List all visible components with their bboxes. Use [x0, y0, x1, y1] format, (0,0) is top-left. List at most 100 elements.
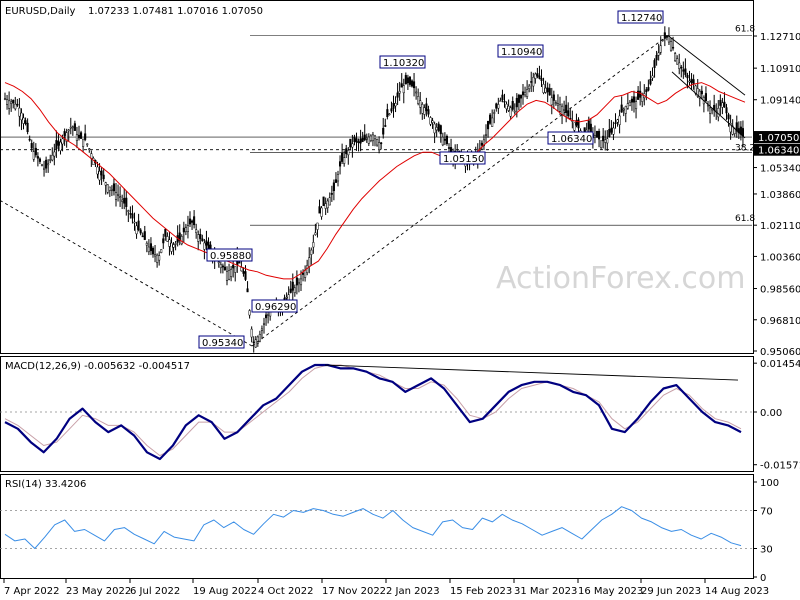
time-tick-label: 15 Feb 2023: [450, 586, 512, 597]
candle: [700, 85, 703, 100]
candle: [595, 130, 599, 138]
candle-body: [353, 136, 356, 142]
candle-body: [704, 93, 707, 102]
candle: [417, 88, 420, 106]
candle-body: [199, 234, 202, 239]
candle: [96, 161, 99, 179]
candle-body: [143, 231, 146, 240]
candle: [8, 91, 11, 115]
candle-body: [614, 122, 617, 124]
macd-lines: [4, 363, 742, 461]
candle: [626, 93, 629, 110]
candle-body: [347, 150, 350, 156]
candle: [725, 103, 728, 120]
candle-body: [600, 140, 603, 149]
candle: [371, 131, 374, 147]
candle-body: [330, 193, 333, 195]
candle: [244, 265, 247, 282]
level-label: 1.10320: [379, 55, 426, 69]
candle: [550, 87, 553, 115]
candle: [489, 113, 492, 125]
candle-body: [725, 107, 728, 114]
candle: [491, 109, 494, 127]
candle-body: [684, 68, 687, 75]
candle: [151, 246, 155, 258]
candle-body: [620, 104, 623, 113]
candle: [343, 150, 346, 167]
candle-body: [441, 136, 444, 146]
candle-body: [493, 112, 496, 114]
level-label: 0.95340: [198, 335, 245, 349]
price-axis: 1.12710 1.10910 1.09140 1.07050 1.05340 1.038…: [753, 32, 800, 358]
candle-body: [230, 268, 233, 277]
candle: [528, 83, 531, 93]
price-tag: 1.07050: [754, 131, 800, 144]
candle-body: [10, 101, 13, 104]
level-label-box: [439, 151, 486, 165]
candle-body: [639, 90, 642, 98]
candle: [65, 128, 68, 148]
candle: [571, 110, 574, 129]
candle: [359, 129, 362, 152]
candle-body: [637, 90, 640, 100]
candle-body: [332, 182, 335, 192]
candle-body: [723, 101, 726, 108]
candle: [382, 117, 385, 139]
candle-body: [182, 227, 185, 233]
candle: [55, 130, 58, 158]
candle-body: [108, 186, 111, 191]
candle-body: [672, 46, 675, 49]
candle: [166, 232, 169, 242]
candle: [246, 281, 249, 293]
candle-body: [513, 110, 516, 113]
candle: [717, 100, 720, 122]
candle-body: [36, 156, 39, 159]
candle-body: [657, 52, 660, 56]
candle-body: [363, 134, 366, 141]
candle-body: [314, 232, 317, 235]
candle: [223, 261, 226, 271]
candle-body: [583, 127, 586, 132]
candle: [143, 225, 146, 241]
candle: [6, 95, 9, 110]
candle: [53, 143, 56, 166]
candle: [242, 267, 245, 277]
candle-body: [589, 123, 592, 132]
candle-body: [528, 85, 531, 89]
candle-body: [595, 130, 599, 138]
candle-body: [641, 94, 644, 102]
candle-body: [361, 138, 364, 142]
candle-body: [626, 103, 629, 109]
candle: [197, 230, 200, 251]
candle-body: [197, 234, 200, 242]
candle-body: [341, 152, 344, 162]
candle: [511, 96, 514, 112]
candle-body: [645, 89, 648, 93]
candle-body: [112, 183, 115, 192]
candle-body: [690, 78, 693, 83]
candle: [624, 105, 627, 123]
candle-body: [69, 126, 72, 129]
candle-body: [408, 76, 411, 85]
candle-body: [254, 339, 257, 348]
candle-body: [180, 236, 183, 245]
price-tick-label: 1.12710: [760, 32, 800, 43]
candle: [318, 199, 321, 214]
candle: [400, 73, 403, 88]
candle-body: [110, 188, 113, 191]
candle-body: [606, 138, 609, 144]
macd-title: MACD(12,26,9) -0.005632 -0.004517: [5, 361, 190, 372]
candle-body: [246, 288, 249, 293]
candle: [604, 130, 607, 151]
candle-body: [663, 32, 666, 39]
candle-body: [88, 148, 91, 150]
candle-body: [228, 270, 231, 280]
candle-body: [320, 207, 323, 217]
candle: [174, 240, 177, 251]
candle: [641, 92, 644, 108]
trendline-falling: [0, 199, 253, 347]
candle: [692, 74, 695, 90]
candle-body: [567, 110, 570, 117]
level-label-text: 1.10320: [383, 58, 424, 69]
candle: [14, 96, 17, 111]
